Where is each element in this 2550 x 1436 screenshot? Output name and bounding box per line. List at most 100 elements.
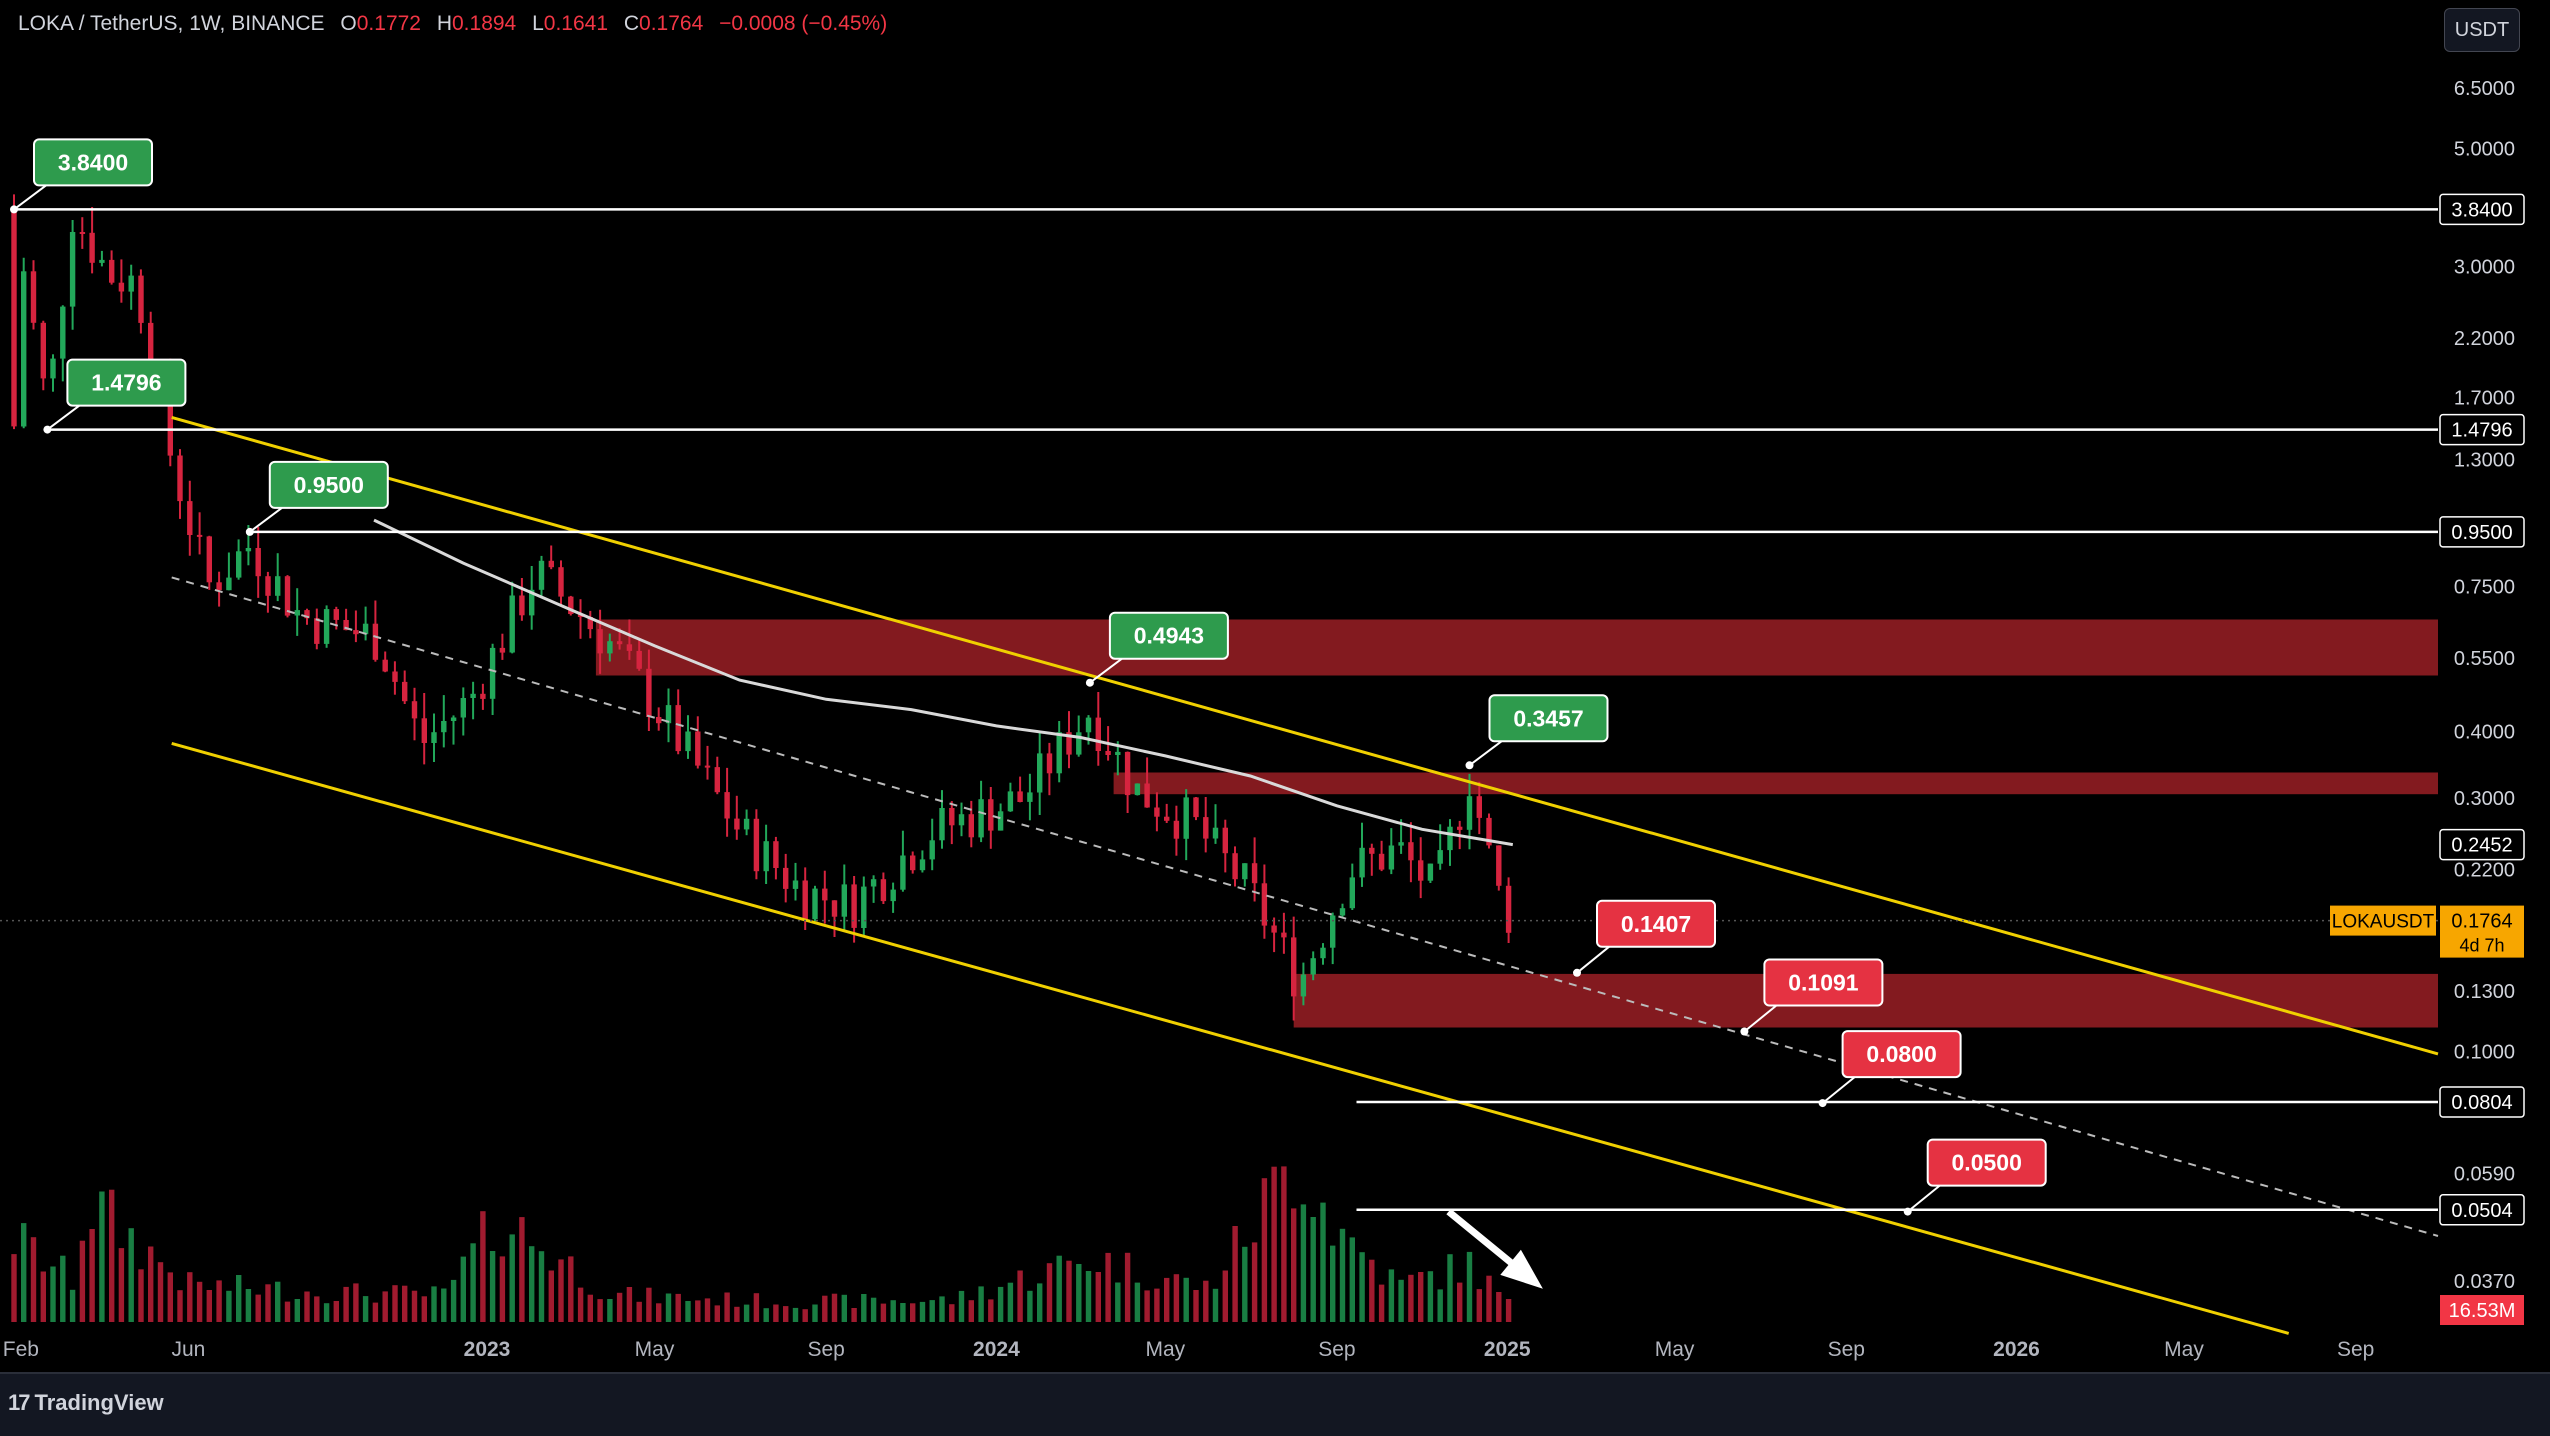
candle-body <box>245 548 252 552</box>
symbol-tag <box>2330 905 2436 936</box>
volume-group <box>11 1166 1512 1322</box>
volume-bar <box>900 1303 906 1322</box>
candle-body <box>1212 827 1219 839</box>
volume-bar <box>577 1287 584 1322</box>
candle-body <box>1232 853 1238 880</box>
volume-bar <box>1134 1282 1141 1322</box>
candle-body <box>685 731 691 752</box>
volume-bar <box>890 1300 896 1322</box>
candle-body <box>743 818 750 830</box>
volume-bar <box>1271 1166 1277 1322</box>
volume-bar <box>60 1255 66 1322</box>
volume-bar <box>870 1297 877 1322</box>
y-tick-0.2200: 0.2200 <box>2454 860 2515 882</box>
candle-body <box>167 380 173 456</box>
candle-body <box>1349 877 1355 909</box>
candle-body <box>607 641 613 654</box>
volume-bar <box>1124 1252 1131 1322</box>
volume-bar <box>314 1296 320 1322</box>
candle-body <box>1310 958 1316 975</box>
volume-bar <box>919 1301 926 1322</box>
candle-body <box>773 841 779 868</box>
candle-body <box>919 859 926 871</box>
volume-bar <box>841 1294 847 1322</box>
volume-bar <box>69 1289 76 1322</box>
tradingview-logo[interactable]: 17 TradingView <box>8 1390 164 1416</box>
volume-bar <box>753 1293 760 1322</box>
volume-bar <box>968 1300 974 1322</box>
candle-body <box>1496 845 1502 886</box>
volume-bar <box>568 1256 574 1322</box>
candle-body <box>431 732 437 743</box>
candle-body <box>40 322 46 379</box>
volume-bar <box>1232 1226 1238 1322</box>
price-badge <box>2439 1086 2525 1118</box>
y-tick-5.0000: 5.0000 <box>2454 139 2515 161</box>
annotation-anchor <box>10 205 18 214</box>
volume-bar <box>548 1270 554 1322</box>
volume-bar <box>1164 1277 1170 1322</box>
volume-bar <box>861 1294 867 1322</box>
candle-body <box>128 275 134 292</box>
symbol-tag-label: LOKAUSDT <box>2332 912 2435 933</box>
volume-bar <box>392 1285 398 1322</box>
y-tick-0.1300: 0.1300 <box>2454 981 2515 1003</box>
volume-bar <box>470 1243 476 1322</box>
volume-bar <box>255 1294 261 1322</box>
volume-bar <box>1105 1252 1111 1322</box>
tradingview-logo-text: TradingView <box>34 1390 164 1415</box>
candle-body <box>851 884 857 928</box>
volume-bar <box>138 1269 144 1322</box>
x-tick-May: May <box>1145 1338 1185 1361</box>
volume-bar <box>607 1299 613 1322</box>
candle-body <box>148 322 154 378</box>
currency-button[interactable]: USDT <box>2444 8 2520 52</box>
candle-body <box>1291 937 1297 997</box>
volume-bar <box>1378 1284 1385 1322</box>
volume-bar <box>128 1228 134 1322</box>
candle-body <box>831 900 838 917</box>
volume-bar <box>1408 1274 1414 1322</box>
volume-bar <box>1212 1288 1219 1322</box>
candle-body <box>333 609 339 620</box>
y-tick-0.0370: 0.0370 <box>2454 1271 2515 1293</box>
volume-bar <box>206 1290 212 1322</box>
candle-body <box>1066 732 1072 755</box>
candle-body <box>538 560 545 590</box>
volume-bar <box>1017 1270 1023 1322</box>
candle-body <box>1203 817 1209 839</box>
candle-body <box>196 534 203 537</box>
volume-bar <box>1447 1254 1453 1322</box>
candle-body <box>792 880 799 889</box>
candle-body <box>1056 732 1062 774</box>
volume-bar <box>1330 1245 1336 1322</box>
volume-bar <box>1427 1271 1434 1322</box>
volume-bar <box>411 1290 418 1322</box>
volume-bar <box>704 1298 711 1322</box>
volume-bar <box>167 1272 173 1322</box>
candle-body <box>929 840 935 860</box>
candle-body <box>1427 863 1434 881</box>
annotation-anchor <box>1818 1099 1827 1108</box>
symbol-name[interactable]: LOKA / TetherUS, 1W, BINANCE <box>18 12 325 35</box>
volume-bar <box>480 1211 486 1322</box>
y-tick-1.3000: 1.3000 <box>2454 450 2515 472</box>
candle-body <box>665 705 672 724</box>
volume-bar <box>1095 1272 1101 1322</box>
candle-body <box>675 705 681 752</box>
price-badge <box>2439 516 2525 548</box>
volume-bar <box>734 1306 740 1322</box>
candle-body <box>79 232 86 234</box>
candle-body <box>216 582 222 591</box>
annotation-anchor <box>1465 761 1474 770</box>
price-badge <box>2439 413 2525 446</box>
candle-body <box>21 271 27 427</box>
volume-bar <box>333 1301 339 1322</box>
volume-bar <box>1173 1274 1180 1322</box>
candle-body <box>988 799 994 831</box>
resistance-zone-2 <box>1113 772 2438 795</box>
volume-bar <box>1359 1252 1365 1322</box>
candle-body <box>421 718 427 743</box>
candle-body <box>1447 826 1453 851</box>
